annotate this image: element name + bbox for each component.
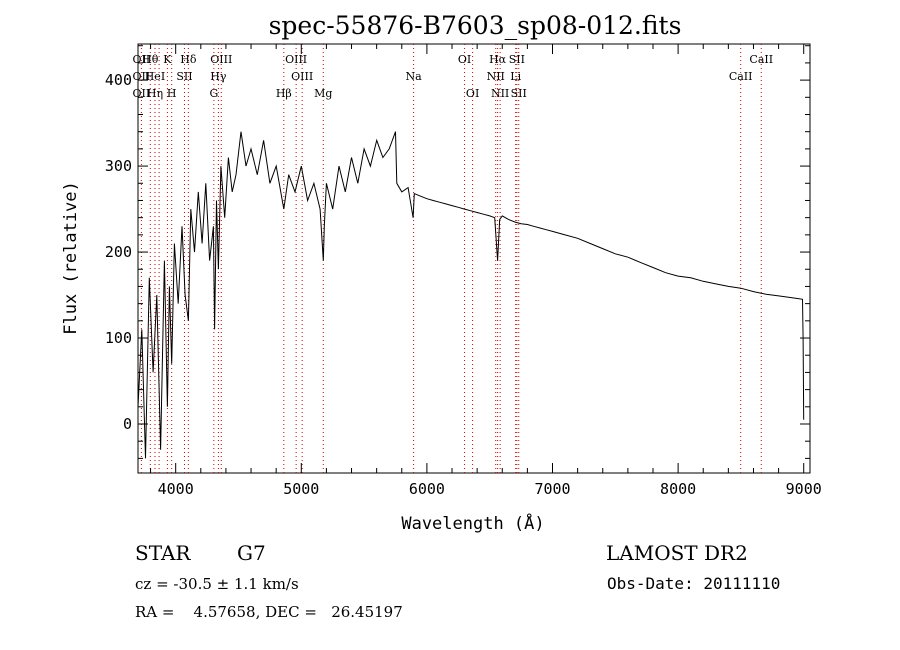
- line-label: OIII: [285, 53, 307, 66]
- y-axis: 0 100 200 300 400: [105, 45, 810, 459]
- line-label: NII: [487, 70, 505, 83]
- line-label: SII: [511, 87, 527, 100]
- line-label: Mg: [314, 87, 332, 100]
- obs-date: Obs-Date: 20111110: [607, 574, 781, 593]
- line-label: Hθ: [142, 53, 159, 66]
- line-label: Li: [510, 70, 521, 83]
- survey-name: LAMOST DR2: [606, 541, 748, 565]
- spectral-line-labels: OIIOIIOIIHθHeIHηKHSIIHδGHγOIIIHβOIIIOIII…: [133, 53, 774, 100]
- x-tick-label: 6000: [409, 480, 445, 498]
- plot-frame: [137, 43, 811, 474]
- line-label: OII: [133, 87, 151, 100]
- line-label: HeI: [145, 70, 165, 83]
- x-axis-label: Wavelength (Å): [401, 512, 544, 534]
- spectrum-line: [137, 131, 805, 459]
- line-label: Hβ: [276, 87, 292, 100]
- line-label: CaII: [749, 53, 773, 66]
- line-label: OI: [466, 87, 479, 100]
- x-axis: 4000 5000 6000 7000 8000 9000: [150, 44, 822, 498]
- object-class: STAR: [135, 541, 191, 565]
- y-tick-label: 0: [123, 415, 132, 433]
- spectral-line-markers: [140, 44, 762, 473]
- line-label: Hη: [147, 87, 163, 100]
- subclass: G7: [237, 541, 266, 565]
- chart-title: spec-55876-B7603_sp08-012.fits: [269, 11, 682, 40]
- line-label: Hγ: [210, 70, 227, 83]
- line-label: SII: [509, 53, 525, 66]
- y-tick-label: 100: [105, 329, 132, 347]
- line-label: OIII: [210, 53, 232, 66]
- line-label: CaII: [729, 70, 753, 83]
- line-label: K: [163, 53, 172, 66]
- line-label: Hα: [489, 53, 507, 66]
- line-label: OIII: [291, 70, 313, 83]
- line-label: OI: [458, 53, 471, 66]
- line-label: Hδ: [180, 53, 197, 66]
- line-label: SII: [176, 70, 192, 83]
- coordinates: RA = 4.57658, DEC = 26.45197: [135, 603, 403, 621]
- x-tick-label: 4000: [158, 480, 194, 498]
- x-tick-label: 7000: [534, 480, 570, 498]
- x-tick-label: 5000: [283, 480, 319, 498]
- x-tick-label: 9000: [786, 480, 822, 498]
- y-tick-label: 400: [105, 71, 132, 89]
- line-label: G: [209, 87, 218, 100]
- y-tick-label: 200: [105, 243, 132, 261]
- line-label: NII: [491, 87, 509, 100]
- y-axis-label: Flux (relative): [61, 181, 81, 335]
- line-label: OII: [133, 53, 151, 66]
- velocity: cz = -30.5 ± 1.1 km/s: [135, 575, 299, 593]
- x-tick-label: 8000: [660, 480, 696, 498]
- line-label: Na: [405, 70, 422, 83]
- y-tick-label: 300: [105, 157, 132, 175]
- line-label: H: [167, 87, 177, 100]
